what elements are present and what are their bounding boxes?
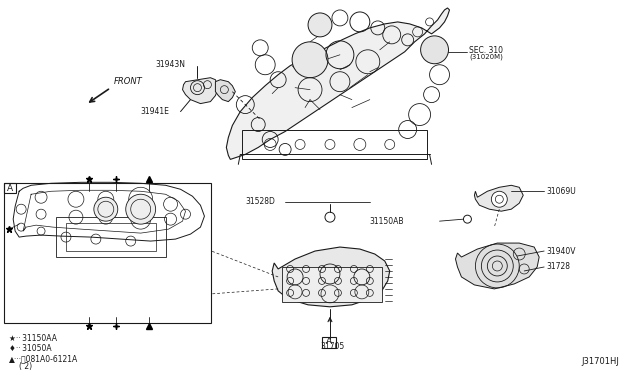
Text: FRONT: FRONT — [114, 77, 143, 86]
Text: SEC. 310: SEC. 310 — [469, 46, 504, 55]
Text: ★·· 31150AA: ★·· 31150AA — [9, 334, 57, 343]
Bar — [56, 217, 166, 257]
Bar — [282, 267, 382, 302]
Polygon shape — [227, 8, 449, 159]
Polygon shape — [216, 80, 236, 102]
Circle shape — [420, 36, 449, 64]
Polygon shape — [272, 247, 390, 307]
Circle shape — [308, 13, 332, 37]
Text: 31728: 31728 — [546, 263, 570, 272]
Text: ▲···Ⓑ081A0-6121A: ▲···Ⓑ081A0-6121A — [9, 354, 79, 363]
Polygon shape — [456, 243, 539, 289]
Text: ( 2): ( 2) — [19, 362, 32, 371]
Bar — [66, 223, 156, 251]
Circle shape — [125, 194, 156, 224]
Polygon shape — [182, 78, 218, 104]
Text: 31940V: 31940V — [546, 247, 575, 256]
Text: 31943N: 31943N — [156, 60, 186, 69]
Text: J31701HJ: J31701HJ — [581, 357, 619, 366]
Text: 31941E: 31941E — [141, 107, 170, 116]
Circle shape — [492, 191, 508, 207]
Bar — [4, 183, 211, 323]
Text: A: A — [326, 337, 332, 346]
Polygon shape — [474, 185, 524, 211]
Text: (31020M): (31020M) — [469, 54, 503, 60]
Bar — [4, 183, 16, 193]
Bar — [322, 337, 336, 348]
Text: 31705: 31705 — [320, 342, 344, 351]
Text: ♦·· 31050A: ♦·· 31050A — [9, 344, 52, 353]
Text: 31528D: 31528D — [245, 197, 275, 206]
Bar — [243, 129, 427, 159]
Text: A: A — [7, 184, 13, 193]
Circle shape — [94, 197, 118, 221]
Text: 31069U: 31069U — [546, 187, 576, 196]
Circle shape — [292, 42, 328, 78]
Text: 31150AB: 31150AB — [370, 217, 404, 226]
